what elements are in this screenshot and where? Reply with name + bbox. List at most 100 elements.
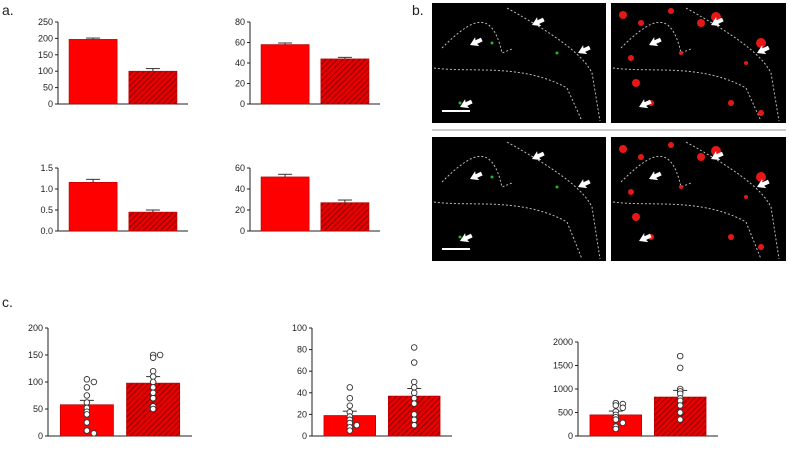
arrow-icon bbox=[460, 233, 473, 243]
arrow-icon bbox=[649, 171, 662, 181]
data-point bbox=[83, 376, 91, 383]
y-tick-label: 40 bbox=[235, 58, 245, 68]
data-point bbox=[676, 364, 684, 372]
y-tick-label: 20 bbox=[235, 79, 245, 89]
y-tick-label: 1.5 bbox=[40, 163, 53, 173]
bar-hab-mino bbox=[128, 70, 178, 105]
data-point bbox=[149, 373, 157, 380]
panel-label-b: b. bbox=[412, 2, 424, 18]
tissue-boundary bbox=[441, 21, 513, 54]
y-tick-label: 60 bbox=[235, 163, 245, 173]
arrow-icon bbox=[757, 179, 770, 189]
y-tick-label: 0.0 bbox=[40, 226, 53, 236]
data-point bbox=[149, 354, 157, 361]
y-tick-label: 20 bbox=[297, 409, 307, 419]
y-tick-label: 100 bbox=[38, 66, 53, 76]
data-point bbox=[410, 411, 418, 418]
data-point bbox=[149, 405, 157, 413]
arrow-icon bbox=[649, 37, 662, 47]
signal-blob bbox=[668, 142, 674, 148]
data-point bbox=[619, 404, 627, 412]
y-tick-label: 50 bbox=[43, 83, 53, 93]
y-tick-label: 1.0 bbox=[40, 184, 53, 194]
tissue-boundary bbox=[685, 141, 780, 260]
y-tick-label: 150 bbox=[38, 50, 53, 60]
signal-blob bbox=[458, 235, 462, 239]
tissue-boundary bbox=[433, 201, 583, 260]
signal-blob bbox=[632, 79, 640, 87]
arrow-icon bbox=[757, 45, 770, 55]
data-point bbox=[346, 394, 354, 402]
data-point bbox=[612, 425, 620, 433]
arrow-icon bbox=[578, 179, 591, 189]
micrograph-mino-cd68 bbox=[432, 137, 606, 261]
signal-blob bbox=[758, 110, 764, 116]
signal-blob bbox=[458, 101, 462, 105]
data-point bbox=[410, 394, 418, 402]
signal-blob bbox=[756, 38, 766, 48]
arrow-icon bbox=[470, 37, 483, 47]
arrow-icon bbox=[470, 171, 483, 181]
bar-hab-mino bbox=[320, 202, 370, 232]
tissue-boundary bbox=[620, 21, 692, 54]
data-point bbox=[410, 344, 418, 351]
data-point bbox=[83, 411, 91, 418]
tissue-boundary bbox=[685, 7, 780, 122]
data-point bbox=[149, 378, 157, 386]
data-point bbox=[149, 394, 157, 402]
bar-hab bbox=[68, 181, 118, 232]
y-tick-label: 0 bbox=[38, 431, 43, 441]
arrow-icon bbox=[578, 45, 591, 55]
signal-blob bbox=[679, 185, 683, 189]
bar-hab-mino bbox=[128, 211, 178, 232]
arrow-icon bbox=[460, 99, 473, 109]
data-point bbox=[149, 389, 157, 397]
data-point bbox=[676, 402, 684, 409]
signal-blob bbox=[744, 61, 748, 65]
signal-blob bbox=[628, 189, 634, 195]
data-point bbox=[346, 384, 354, 391]
y-tick-label: 100 bbox=[28, 377, 43, 387]
arrow-icon bbox=[532, 17, 545, 27]
signal-blob bbox=[679, 51, 683, 55]
bar-hab-mino bbox=[320, 58, 370, 105]
data-point bbox=[676, 352, 684, 360]
signal-blob bbox=[728, 100, 734, 106]
data-point bbox=[149, 367, 157, 375]
signal-blob bbox=[555, 185, 559, 189]
chart-time-in-light: 0 50 100 150 200 bbox=[28, 323, 192, 441]
y-tick-label: 60 bbox=[235, 38, 245, 48]
tissue-boundary bbox=[612, 201, 762, 260]
data-point bbox=[90, 430, 98, 437]
data-point bbox=[612, 416, 620, 423]
data-point bbox=[410, 416, 418, 424]
y-tick-label: 0 bbox=[302, 431, 307, 441]
arrow-icon bbox=[711, 151, 724, 161]
arrow-icon bbox=[711, 17, 724, 27]
data-point bbox=[83, 392, 91, 399]
signal-blob bbox=[490, 41, 494, 45]
y-tick-label: 150 bbox=[28, 350, 43, 360]
signal-blob bbox=[638, 154, 644, 160]
bar-hab bbox=[260, 176, 310, 232]
data-point bbox=[410, 421, 418, 429]
data-point bbox=[83, 427, 91, 434]
data-point bbox=[410, 359, 418, 366]
micrograph-background bbox=[432, 3, 606, 123]
data-point bbox=[353, 421, 361, 429]
data-point bbox=[156, 351, 164, 359]
signal-blob bbox=[728, 234, 734, 240]
signal-blob bbox=[632, 213, 640, 221]
data-point bbox=[83, 419, 91, 426]
arrow-icon bbox=[639, 233, 652, 243]
y-tick-label: 200 bbox=[28, 323, 43, 333]
tissue-boundary bbox=[620, 155, 692, 188]
tissue-boundary bbox=[612, 67, 762, 122]
charts-layer: 0501001502002500204060800.00.51.01.50204… bbox=[28, 17, 718, 441]
signal-blob bbox=[638, 20, 644, 26]
data-point bbox=[83, 384, 91, 391]
signal-blob bbox=[756, 172, 766, 182]
micrograph-mino-iba1 bbox=[611, 137, 786, 261]
chart-average-microglia-size: 0 20 40 60 80 bbox=[235, 17, 380, 109]
